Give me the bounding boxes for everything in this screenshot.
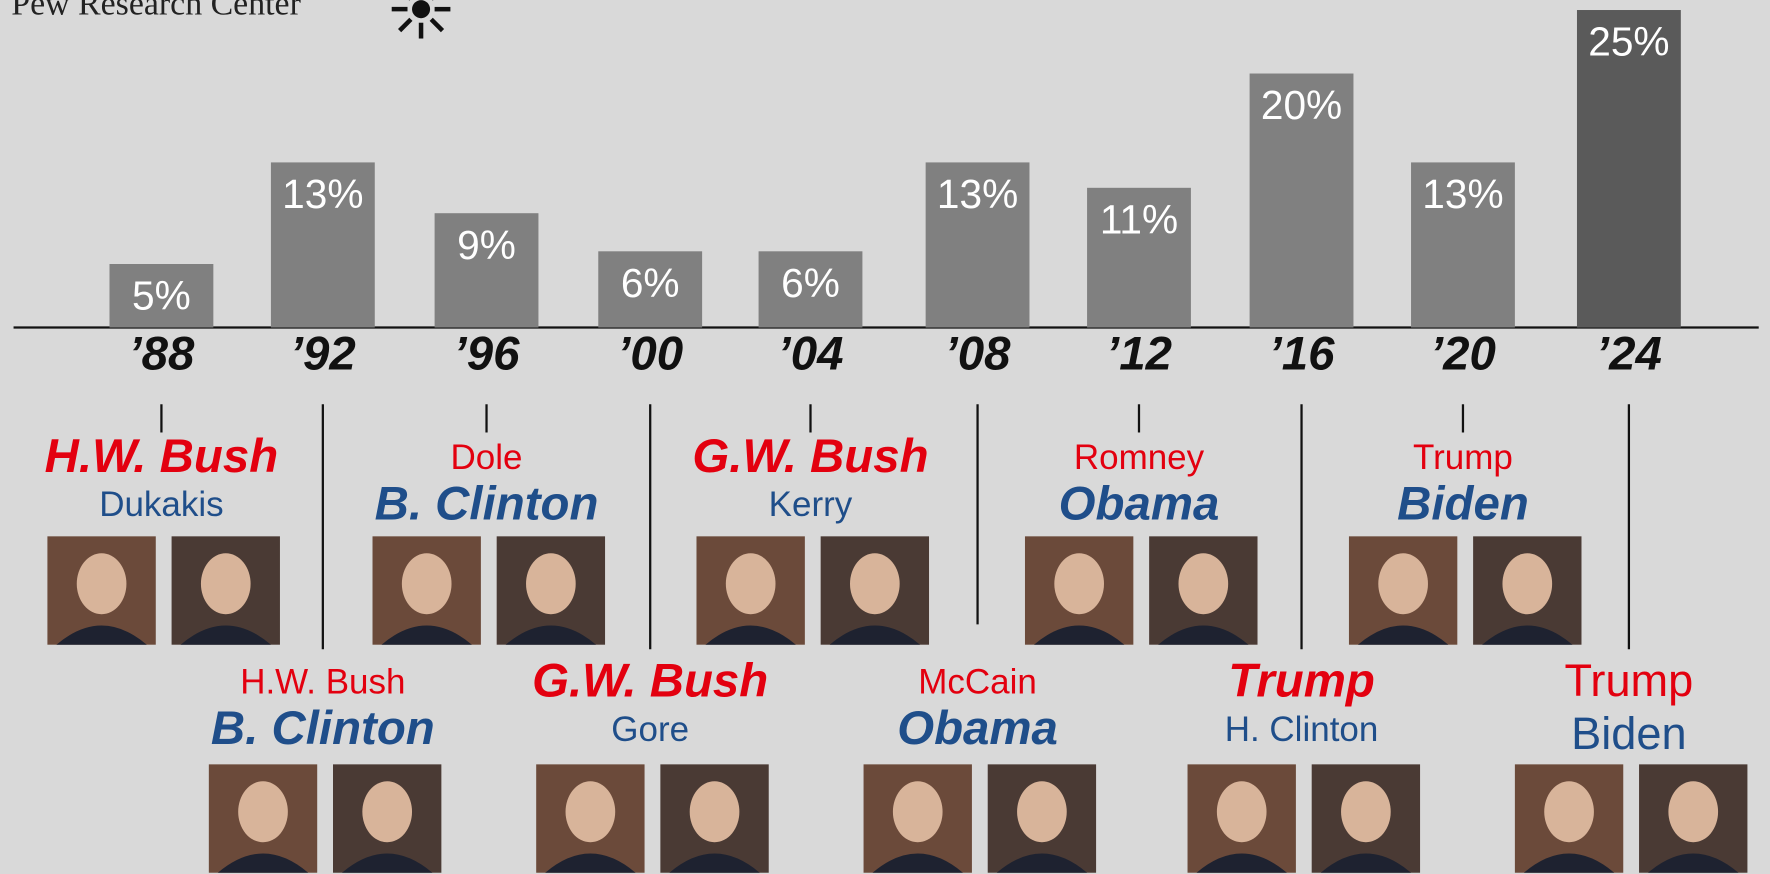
candidate-photo-face <box>1054 553 1104 615</box>
value-label: 20% <box>1261 82 1342 128</box>
x-tick-label: ’92 <box>290 327 356 380</box>
candidate-name: B. Clinton <box>211 702 435 755</box>
value-label: 6% <box>781 260 840 306</box>
candidate-photo-suit <box>180 625 271 645</box>
bar <box>1087 187 1191 328</box>
candidate-photo-suit <box>381 625 472 645</box>
candidate-photo-face <box>1668 781 1719 843</box>
candidate-photo-suit <box>56 625 147 645</box>
candidate-photo-suit <box>1482 625 1573 645</box>
candidate-photo-face <box>725 553 776 615</box>
candidate-name: Trump <box>1565 655 1694 706</box>
x-tick-label: ’12 <box>1106 327 1172 380</box>
x-tick-label: ’04 <box>778 327 844 380</box>
candidate-name: Romney <box>1074 438 1205 477</box>
x-tick-label: ’16 <box>1269 327 1336 380</box>
candidate-photo-face <box>892 781 943 843</box>
candidate-photo-suit <box>705 625 796 645</box>
candidate-name: Obama <box>1059 478 1220 531</box>
candidate-photo-suit <box>1158 625 1249 645</box>
value-label: 5% <box>132 273 191 319</box>
candidate-photo-suit <box>872 853 963 873</box>
candidate-photo-suit <box>545 853 636 873</box>
candidate-name: H. Clinton <box>1225 710 1379 749</box>
bar <box>598 251 703 328</box>
candidate-name: Trump <box>1413 438 1513 477</box>
candidate-photo-suit <box>1320 853 1412 873</box>
candidate-name: G.W. Bush <box>532 655 768 708</box>
value-label: 13% <box>282 171 363 217</box>
candidate-name: G.W. Bush <box>692 430 928 483</box>
candidate-name: Gore <box>611 710 689 749</box>
candidate-name: Kerry <box>769 485 853 524</box>
candidate-photo-face <box>1544 781 1594 843</box>
candidate-photo-face <box>1378 553 1428 615</box>
x-tick-label: ’08 <box>945 327 1012 380</box>
candidate-photo-face <box>1341 781 1391 843</box>
candidate-name: Trump <box>1228 655 1375 708</box>
bar <box>1411 162 1515 328</box>
x-tick-label: ’00 <box>617 327 683 380</box>
value-label: 13% <box>937 171 1018 217</box>
value-label: 9% <box>457 222 516 268</box>
candidate-photo-face <box>1017 781 1067 843</box>
value-label: 13% <box>1422 171 1503 217</box>
candidate-photo-suit <box>217 853 309 873</box>
value-label: 25% <box>1588 19 1669 65</box>
logo <box>391 0 451 39</box>
candidate-name: Obama <box>897 702 1058 755</box>
candidate-photo-suit <box>1196 853 1287 873</box>
candidate-photo-suit <box>1648 853 1739 873</box>
x-tick-label: ’88 <box>128 327 195 380</box>
candidate-name: Dukakis <box>99 485 223 524</box>
candidate-name: Biden <box>1397 478 1529 531</box>
bar <box>758 251 863 328</box>
candidate-photo-face <box>200 553 251 615</box>
candidate-photo-face <box>565 781 616 843</box>
candidate-name: Dole <box>451 438 523 477</box>
candidate-photo-face <box>76 553 127 615</box>
candidate-name: McCain <box>918 662 1037 701</box>
x-tick-label: ’96 <box>454 327 521 380</box>
bar <box>434 213 539 328</box>
candidate-photo-suit <box>342 853 433 873</box>
x-tick-label: ’24 <box>1596 327 1662 380</box>
candidate-photo-face <box>850 553 900 615</box>
bar <box>925 162 1030 328</box>
value-label: 11% <box>1100 197 1178 243</box>
candidate-photo-face <box>1216 781 1267 843</box>
candidate-photo-suit <box>505 625 597 645</box>
bar <box>1576 10 1681 328</box>
candidate-photo-suit <box>1357 625 1449 645</box>
candidate-name: B. Clinton <box>375 478 599 531</box>
candidate-photo-face <box>401 553 452 615</box>
candidate-name: H.W. Bush <box>45 430 279 483</box>
candidate-photo-face <box>689 781 740 843</box>
candidate-name: H.W. Bush <box>240 662 405 701</box>
candidate-name: Biden <box>1571 708 1686 759</box>
candidate-photo-face <box>1502 553 1553 615</box>
candidate-photo-face <box>362 781 413 843</box>
x-tick-label: ’20 <box>1430 327 1496 380</box>
source: Pew Research Center <box>11 0 301 23</box>
candidate-photo-face <box>238 781 288 843</box>
candidate-photo-face <box>526 553 576 615</box>
candidate-photo-suit <box>829 625 920 645</box>
bar <box>109 264 214 328</box>
candidate-photo-suit <box>1523 853 1615 873</box>
candidate-photo-face <box>1178 553 1229 615</box>
value-label: 6% <box>621 260 680 306</box>
candidate-photo-suit <box>669 853 760 873</box>
bar <box>1249 73 1354 328</box>
candidate-photo-suit <box>1034 625 1125 645</box>
bar <box>270 162 375 328</box>
candidate-photo-suit <box>996 853 1088 873</box>
